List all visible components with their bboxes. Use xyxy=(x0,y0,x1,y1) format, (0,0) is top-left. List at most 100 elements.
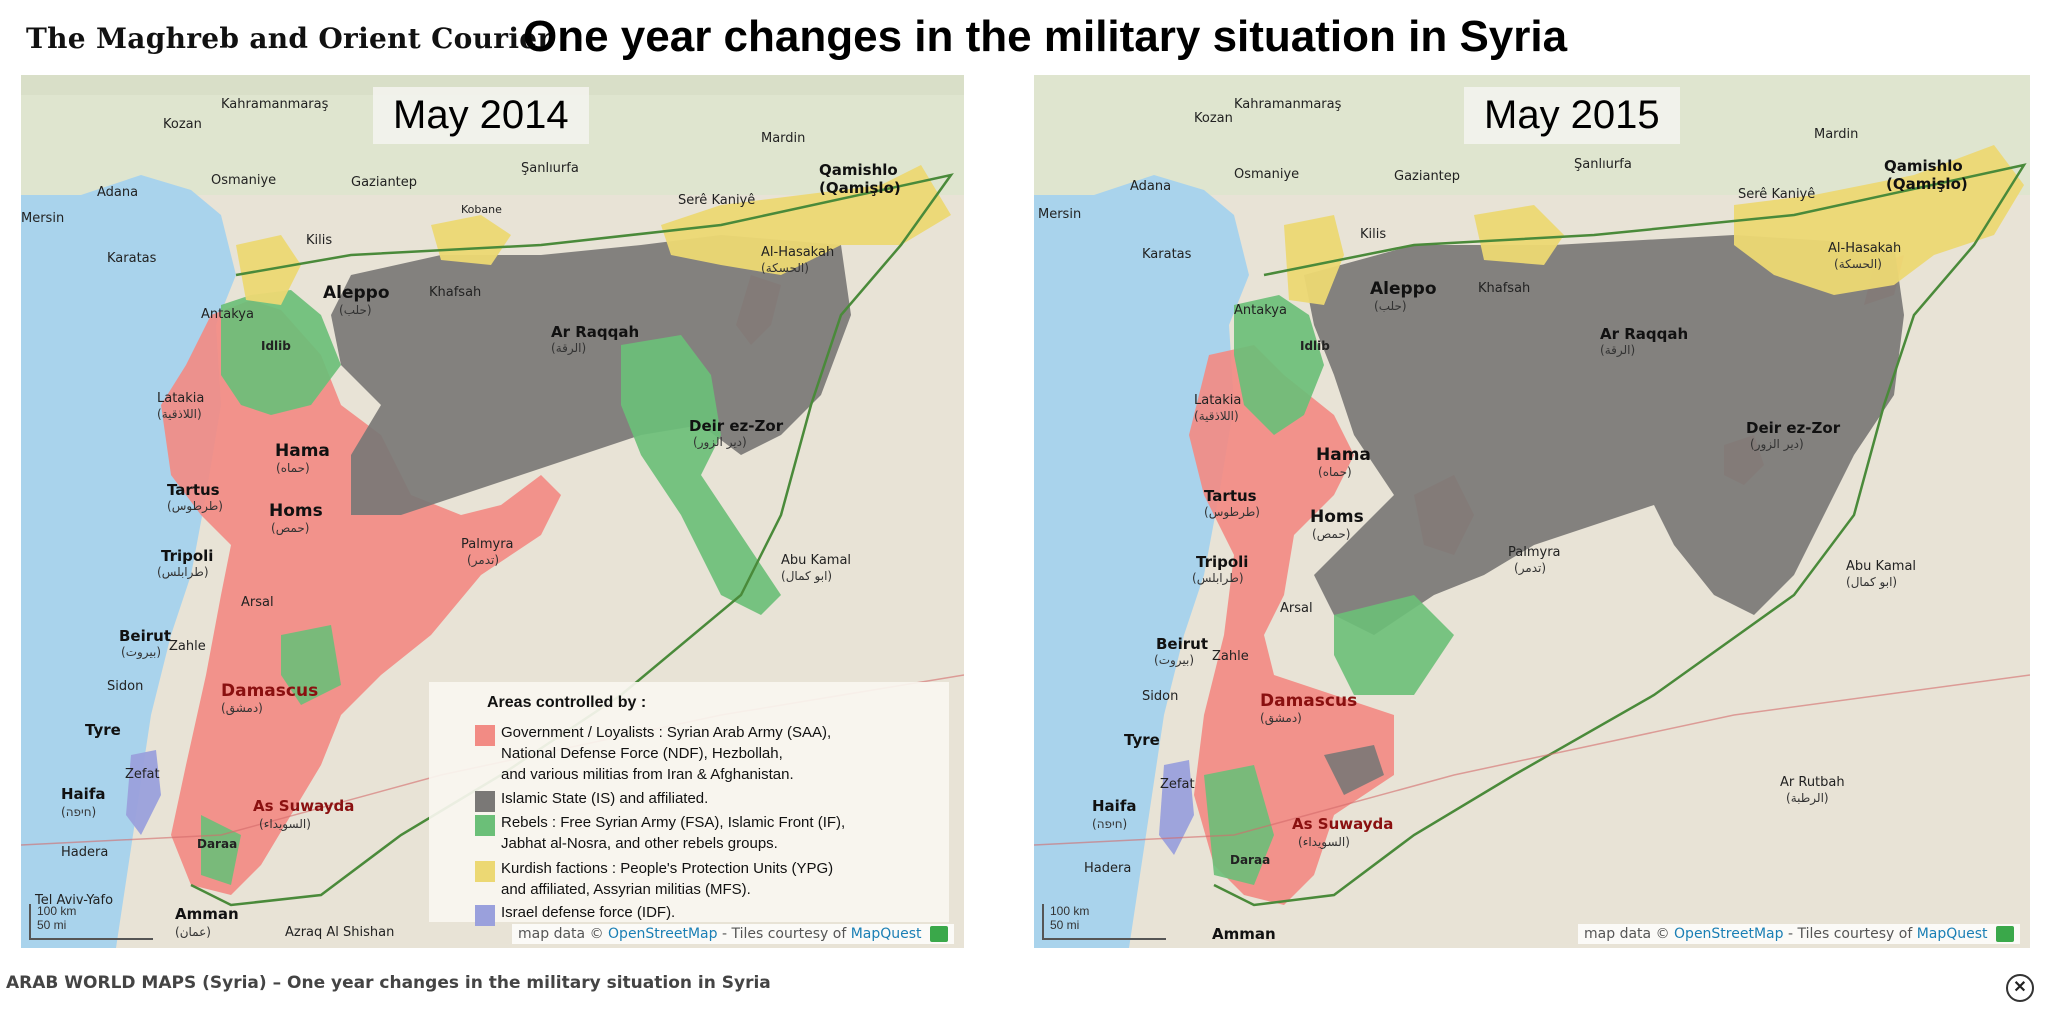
place-daraa: Daraa xyxy=(197,837,238,851)
place-damascus: Damascus xyxy=(1260,691,1358,711)
page-title: One year changes in the military situati… xyxy=(523,12,1568,61)
place-tripoli-ar: (طرابلس) xyxy=(1192,571,1244,585)
place-as-suwayda-ar: (السويداء) xyxy=(1298,835,1350,849)
place-haifa: Haifa xyxy=(61,785,106,803)
place-al-hasakah: Al-Hasakah xyxy=(761,245,835,260)
place-al-hasakah-ar: (الحسكة) xyxy=(761,261,809,275)
place-abu-kamal-ar: (ابو كمال) xyxy=(1846,575,1898,589)
place-tel-aviv: Tel Aviv-Yafo xyxy=(35,893,114,908)
legend-swatch-idf xyxy=(475,905,495,926)
place-gaziantep: Gaziantep xyxy=(351,175,418,190)
place-ar-raqqah: Ar Raqqah xyxy=(551,323,640,341)
place-tartus-ar: (طرطوس) xyxy=(1204,505,1260,519)
place-tartus: Tartus xyxy=(167,481,220,499)
place-hama: Hama xyxy=(275,441,330,461)
place-beirut: Beirut xyxy=(119,627,171,645)
map-attribution-2014: map data © OpenStreetMap - Tiles courtes… xyxy=(512,924,954,944)
place-tripoli: Tripoli xyxy=(1196,553,1249,571)
legend-swatch-rebels xyxy=(475,815,495,836)
place-aleppo-ar: (حلب) xyxy=(1374,299,1407,313)
place-deir-ez-zor-ar: (دير الزور) xyxy=(1750,437,1804,451)
map-2014[interactable]: May 2014 Kahramanmaraş Kozan Adana Osman… xyxy=(21,75,964,948)
place-khafsah: Khafsah xyxy=(429,285,482,300)
place-ar-rutbah: Ar Rutbah xyxy=(1780,775,1845,790)
kurdish-jazira-2015 xyxy=(1734,145,2024,295)
place-sanliurfa: Şanlıurfa xyxy=(521,161,579,176)
scale-mi: 50 mi xyxy=(37,918,67,932)
place-as-suwayda-ar: (السويداء) xyxy=(259,817,311,831)
syria-border-2015 xyxy=(1213,163,2027,907)
place-latakia: Latakia xyxy=(157,391,205,406)
legend-text: Islamic State (IS) and affiliated. xyxy=(501,790,709,807)
map-legend: Areas controlled by : Government / Loyal… xyxy=(429,682,949,926)
place-beirut: Beirut xyxy=(1156,635,1208,653)
place-osmaniye: Osmaniye xyxy=(211,173,277,188)
place-kahramanmaras: Kahramanmaraş xyxy=(1234,97,1342,112)
mapquest-link[interactable]: MapQuest xyxy=(1916,926,1988,942)
legend-swatch-islamic-state xyxy=(475,791,495,812)
place-damascus-ar: (دمشق) xyxy=(1260,711,1302,725)
openstreetmap-link[interactable]: OpenStreetMap xyxy=(1674,926,1784,942)
place-zefat: Zefat xyxy=(125,767,160,782)
place-abu-kamal-ar: (ابو كمال) xyxy=(781,569,833,583)
place-deir-ez-zor-ar: (دير الزور) xyxy=(693,435,747,449)
legend-swatch-kurdish xyxy=(475,861,495,882)
place-palmyra: Palmyra xyxy=(1508,545,1561,560)
kurdish-kobane-2015 xyxy=(1474,205,1564,265)
place-serekaniye: Serê Kaniyê xyxy=(678,193,756,208)
close-button[interactable]: ✕ xyxy=(2006,974,2034,1002)
place-haifa-ar: (חיפה) xyxy=(1092,817,1128,831)
place-karatas: Karatas xyxy=(107,251,157,266)
legend-swatch-government xyxy=(475,725,495,746)
map-2014-canvas xyxy=(21,75,964,948)
place-haifa: Haifa xyxy=(1092,797,1137,815)
map-2015-canvas xyxy=(1034,75,2030,948)
place-latakia: Latakia xyxy=(1194,393,1242,408)
islamic-state-area-2015 xyxy=(1304,235,1904,635)
openstreetmap-link[interactable]: OpenStreetMap xyxy=(608,926,718,942)
place-ar-raqqah-ar: (الرقة) xyxy=(551,341,587,355)
place-adana: Adana xyxy=(1130,179,1172,194)
map-2015[interactable]: May 2015 Kahramanmaraş Kozan Adana Osman… xyxy=(1034,75,2030,948)
place-tyre: Tyre xyxy=(1124,731,1160,749)
attribution-prefix: map data © xyxy=(518,926,604,942)
place-adana: Adana xyxy=(97,185,139,200)
place-antakya: Antakya xyxy=(201,307,254,322)
place-karatas: Karatas xyxy=(1142,247,1192,262)
place-mardin: Mardin xyxy=(1814,127,1859,142)
place-osmaniye: Osmaniye xyxy=(1234,167,1300,182)
mapquest-link[interactable]: MapQuest xyxy=(850,926,922,942)
place-sanliurfa: Şanlıurfa xyxy=(1574,157,1632,172)
place-deir-ez-zor: Deir ez-Zor xyxy=(689,417,784,435)
scale-bar-2015: 100 km 50 mi xyxy=(1042,904,1166,940)
legend-text: Israel defense force (IDF). xyxy=(501,904,676,921)
place-homs-ar: (حمص) xyxy=(1312,527,1351,541)
place-hama-ar: (حماه) xyxy=(276,461,310,475)
place-sidon: Sidon xyxy=(107,679,144,694)
scale-mi: 50 mi xyxy=(1050,918,1080,932)
place-qamishlo-alt: (Qamişlo) xyxy=(819,179,901,197)
brand-logo: The Maghreb and Orient Courier xyxy=(26,22,553,55)
place-serekaniye: Serê Kaniyê xyxy=(1738,187,1816,202)
place-idlib: Idlib xyxy=(261,339,291,353)
place-arsal: Arsal xyxy=(1280,601,1313,616)
place-zefat: Zefat xyxy=(1160,777,1195,792)
place-aleppo-ar: (حلب) xyxy=(339,303,372,317)
mapquest-logo-icon xyxy=(930,926,948,942)
place-hadera: Hadera xyxy=(1084,861,1132,876)
kurdish-afrin-2015 xyxy=(1284,215,1344,305)
place-tripoli-ar: (طرابلس) xyxy=(157,565,209,579)
place-mardin: Mardin xyxy=(761,131,806,146)
place-kozan: Kozan xyxy=(1194,111,1233,126)
place-kozan: Kozan xyxy=(163,117,202,132)
rebels-qalamoun-2015 xyxy=(1334,595,1454,695)
place-qamishlo: Qamishlo xyxy=(1884,157,1963,175)
legend-text: Jabhat al-Nosra, and other rebels groups… xyxy=(501,835,778,852)
attribution-prefix: map data © xyxy=(1584,926,1670,942)
place-sidon: Sidon xyxy=(1142,689,1179,704)
place-latakia-ar: (اللاذقية) xyxy=(157,407,202,421)
idf-area-2014 xyxy=(126,750,161,835)
place-aleppo: Aleppo xyxy=(323,283,390,303)
legend-title: Areas controlled by : xyxy=(487,694,647,711)
